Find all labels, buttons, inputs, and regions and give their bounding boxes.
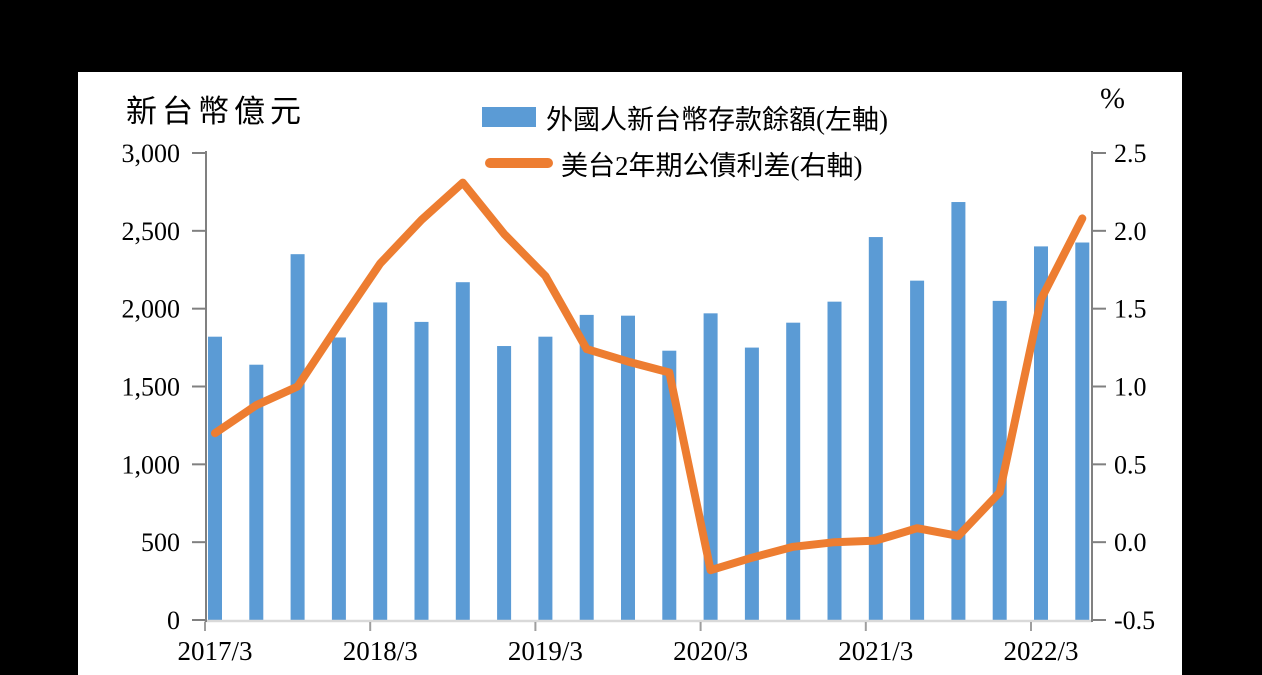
x-axis-tick-label: 2022/3 [1003,636,1078,666]
deposit-bar [290,254,305,621]
right-axis-tick-label: 1.0 [1114,373,1147,402]
left-axis-tick-label: 0 [167,606,180,635]
right-axis-tick-label: 0.0 [1114,528,1147,557]
deposit-bar [497,346,512,621]
x-axis-tick-label: 2019/3 [508,636,583,666]
left-axis-tick-label: 2,500 [122,217,181,246]
legend-item-spread: 美台2年期公債利差(右軸) [482,148,888,181]
bar-swatch-icon [482,107,536,127]
legend-spread-label: 美台2年期公債利差(右軸) [561,150,863,181]
x-axis-tick-label: 2018/3 [343,636,418,666]
deposit-bar [1034,246,1048,621]
deposit-bar [455,282,470,621]
right-axis-tick-label: 2.0 [1114,217,1147,246]
deposit-bar [868,237,883,621]
legend: 外國人新台幣存款餘額(左軸) 美台2年期公債利差(右軸) [482,102,888,194]
legend-item-deposits: 外國人新台幣存款餘額(左軸) [482,102,888,135]
chart-plot: 0 500 1,000 1,500 2,000 2,500 3,000 -0.5 0.0 0.5 1… [122,139,1156,666]
deposit-bar [249,364,264,621]
deposit-bar [414,321,429,621]
right-axis-tick-label: -0.5 [1114,606,1155,635]
deposit-bar [331,337,346,621]
deposit-bar [910,280,925,621]
deposit-bar [579,314,594,621]
left-axis-tick-label: 1,000 [122,450,181,479]
left-axis-tick-label: 2,000 [122,295,181,324]
left-axis-tick-label: 500 [141,528,180,557]
left-axis-tick-label: 1,500 [122,373,181,402]
deposit-bar [662,350,677,621]
right-axis-tick-label: 1.5 [1114,295,1147,324]
left-axis-tick-label: 3,000 [122,139,181,168]
line-swatch-icon [485,158,553,168]
deposit-bar [827,301,842,621]
deposit-bar [951,202,966,621]
deposit-bar [373,302,388,621]
right-axis-unit-label: % [1100,82,1125,115]
x-axis-tick-label: 2020/3 [673,636,748,666]
left-axis-unit-label: 新台幣億元 [126,94,306,129]
deposit-bar [208,336,222,621]
deposit-bar [538,336,553,621]
right-axis-tick-label: 2.5 [1114,139,1147,168]
x-axis-tick-label: 2017/3 [177,636,252,666]
right-axis-tick-label: 0.5 [1114,450,1147,479]
deposit-bar [992,300,1007,621]
deposit-bar [744,347,759,621]
deposit-bar [786,322,801,621]
spread-line [211,178,1087,575]
deposit-bar [703,313,718,621]
deposit-bar [621,315,635,621]
legend-deposits-label: 外國人新台幣存款餘額(左軸) [546,104,888,135]
deposit-bar [1075,242,1090,621]
chart-panel: 0 500 1,000 1,500 2,000 2,500 3,000 -0.5 0.0 0.5 1… [78,72,1182,675]
x-axis-tick-label: 2021/3 [838,636,913,666]
